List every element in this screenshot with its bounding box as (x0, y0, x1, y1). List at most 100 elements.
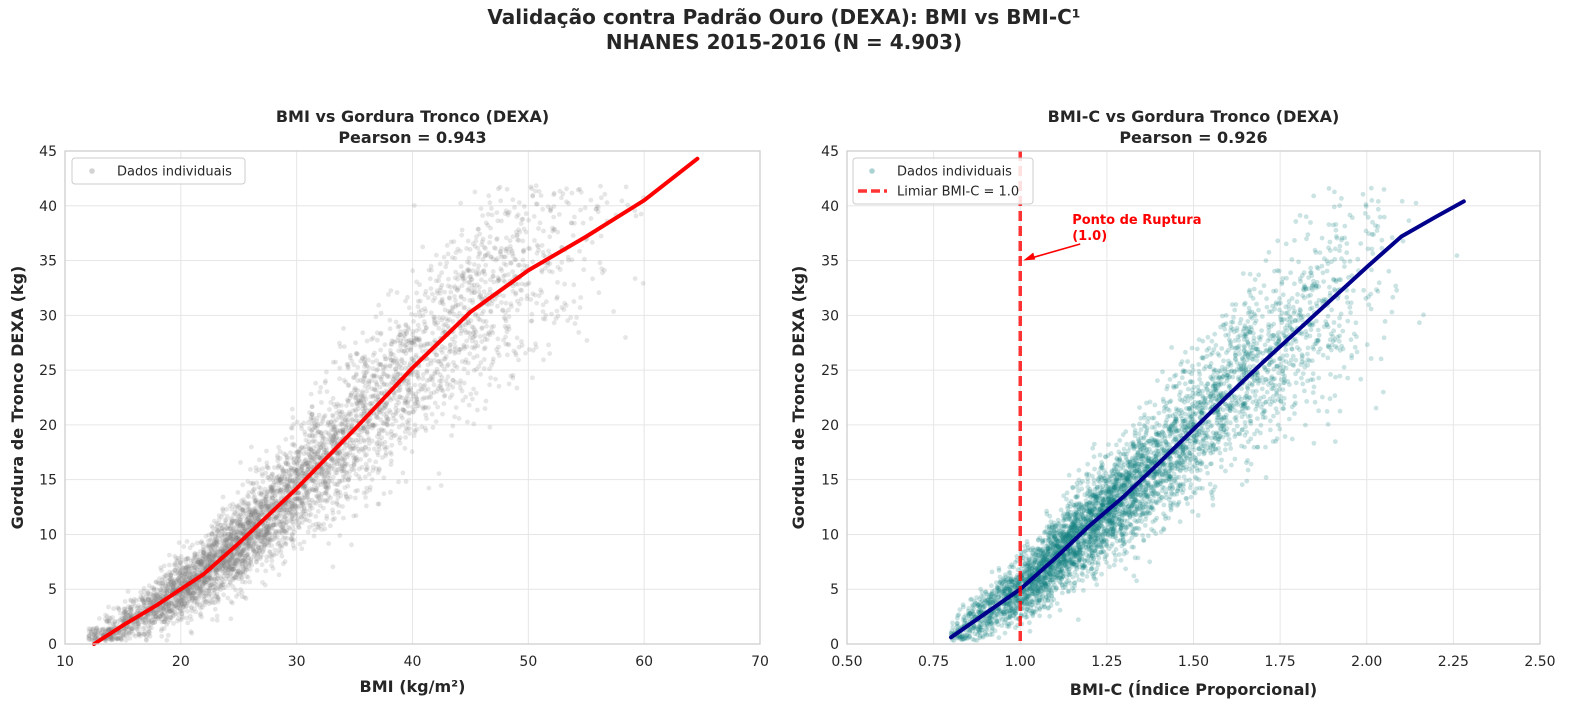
left-point (483, 246, 488, 251)
left-point (266, 536, 272, 542)
left-point (242, 544, 248, 549)
left-point (271, 480, 277, 485)
left-point (347, 395, 353, 401)
left-point (296, 490, 301, 495)
left-point (546, 248, 551, 254)
left-point (180, 571, 186, 577)
left-point (388, 381, 393, 387)
left-point (275, 453, 280, 459)
left-point (313, 476, 319, 481)
left-point (171, 621, 176, 626)
left-point (393, 319, 399, 325)
left-point (355, 364, 361, 370)
left-point (346, 476, 351, 482)
left-point (318, 385, 324, 390)
left-point (370, 335, 376, 341)
left-point (234, 556, 240, 562)
left-point (338, 415, 344, 420)
left-point (365, 431, 370, 437)
left-point (509, 304, 514, 309)
left-point (519, 281, 525, 287)
left-point (217, 566, 223, 571)
left-point (189, 598, 194, 604)
left-point (379, 390, 385, 396)
left-point (367, 484, 373, 490)
left-point (396, 437, 402, 443)
left-point (477, 231, 483, 237)
left-point (526, 347, 532, 352)
left-point (483, 279, 488, 285)
left-point (227, 557, 233, 563)
left-point (167, 562, 172, 568)
left-point (295, 454, 300, 460)
left-point (430, 330, 435, 336)
left-point (178, 580, 183, 586)
left-point (403, 298, 408, 304)
left-point (338, 410, 344, 416)
left-point (197, 602, 203, 608)
left-point (179, 576, 184, 581)
left-point (248, 520, 254, 525)
left-point (330, 500, 335, 506)
left-point (225, 557, 231, 563)
left-point (516, 357, 521, 363)
left-point (141, 586, 147, 591)
left-point (440, 411, 445, 417)
left-point (342, 417, 348, 422)
left-point (488, 225, 493, 231)
left-point (508, 260, 514, 266)
left-point (316, 429, 321, 435)
left-point (404, 338, 409, 344)
left-point (236, 555, 242, 560)
left-point (600, 270, 605, 276)
left-point (453, 298, 458, 303)
left-point (176, 540, 182, 546)
left-point (226, 567, 232, 573)
left-point (181, 544, 187, 549)
left-point (346, 477, 351, 483)
left-point (383, 364, 388, 370)
left-point (280, 528, 285, 534)
left-point (420, 396, 425, 402)
left-point (308, 512, 314, 517)
left-point (294, 467, 299, 473)
left-point (403, 425, 409, 431)
left-point (420, 244, 426, 250)
left-point (611, 309, 616, 314)
left-point (209, 543, 215, 549)
left-point (447, 295, 453, 301)
left-point (593, 206, 599, 212)
left-point (315, 429, 321, 435)
left-point (409, 356, 415, 362)
left-point (333, 359, 338, 365)
left-point (221, 540, 227, 546)
left-point (471, 421, 477, 427)
left-point (428, 361, 434, 366)
left-point (566, 201, 571, 206)
left-point (391, 352, 396, 358)
left-point (185, 590, 191, 596)
left-point (351, 362, 357, 368)
left-point (421, 372, 426, 377)
left-point (299, 463, 305, 469)
left-point (482, 337, 488, 342)
left-point (525, 281, 530, 287)
left-point (292, 443, 297, 448)
left-point (106, 626, 111, 631)
left-point (192, 595, 198, 601)
left-point (280, 524, 286, 530)
left-point (308, 478, 314, 484)
left-point (493, 246, 498, 252)
left-point (142, 596, 148, 602)
left-point (324, 389, 330, 394)
left-point (479, 326, 485, 331)
left-point (287, 510, 292, 516)
left-point (228, 541, 234, 547)
left-point (170, 583, 176, 589)
left-point (459, 232, 465, 238)
left-point (220, 506, 226, 512)
left-point (283, 461, 289, 467)
left-point (145, 597, 151, 602)
left-point (475, 267, 481, 273)
left-point (189, 630, 195, 636)
